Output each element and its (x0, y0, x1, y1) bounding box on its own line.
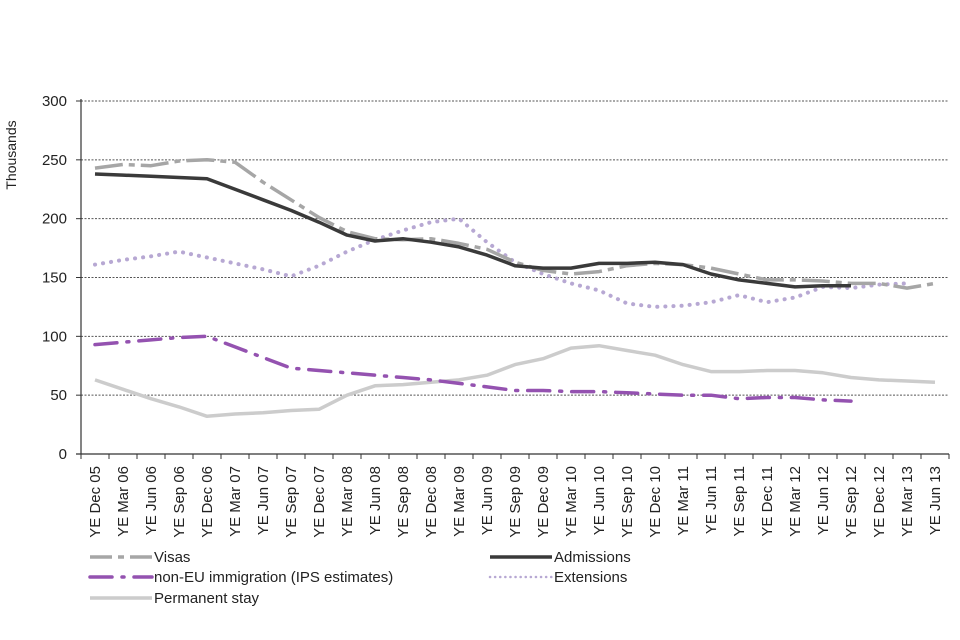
x-tick-label: YE Sep 12 (843, 466, 860, 538)
legend-label: Admissions (554, 549, 631, 566)
x-tick-label: YE Dec 12 (871, 466, 888, 538)
legend-label: Visas (154, 549, 190, 566)
series-line-non-eu-immigration-ips-estimates (93, 334, 853, 403)
x-tick-label: YE Jun 07 (255, 466, 272, 535)
legend-item: Extensions (488, 569, 627, 586)
x-tick-label: YE Mar 07 (227, 466, 244, 537)
y-tick-label: 50 (50, 387, 67, 404)
series-lines (93, 158, 936, 419)
y-tick-label: 100 (42, 328, 67, 345)
x-tick-label: YE Jun 10 (591, 466, 608, 535)
x-tick-label: YE Sep 06 (171, 466, 188, 538)
legend: Visas Admissions non-EU immigration (IPS e… (88, 549, 631, 607)
y-axis: 0 50 100 150 200 250 300 (42, 93, 82, 463)
x-tick-label: YE Jun 08 (367, 466, 384, 535)
y-tick-label: 0 (59, 446, 67, 463)
x-tick-label: YE Mar 12 (787, 466, 804, 537)
x-tick-label: YE Jun 12 (815, 466, 832, 535)
y-tick-label: 250 (42, 152, 67, 169)
y-tick-label: 200 (42, 211, 67, 228)
x-tick-label: YE Sep 08 (395, 466, 412, 538)
legend-item: Permanent stay (90, 590, 260, 607)
series-line-visas (94, 158, 936, 290)
legend-label: non-EU immigration (IPS estimates) (154, 569, 393, 586)
x-tick-label: YE Dec 11 (759, 466, 776, 537)
y-axis-title: Thousands (3, 120, 19, 189)
x-tick-label: YE Mar 08 (339, 466, 356, 537)
x-tick-label: YE Dec 05 (87, 466, 104, 538)
y-tick-label: 150 (42, 270, 67, 287)
series-line-permanent-stay (94, 343, 936, 419)
x-tick-label: YE Jun 11 (703, 466, 720, 534)
legend-item: non-EU immigration (IPS estimates) (88, 569, 393, 586)
gridlines (81, 100, 949, 396)
x-tick-label: YE Mar 13 (899, 466, 916, 537)
legend-label: Permanent stay (154, 590, 260, 607)
x-tick-label: YE Dec 08 (423, 466, 440, 538)
x-tick-label: YE Dec 07 (311, 466, 328, 538)
x-axis: YE Dec 05 YE Mar 06 YE Jun 06 YE Sep 06 YE D… (76, 453, 950, 538)
legend-label: Extensions (554, 569, 627, 586)
x-tick-label: YE Jun 06 (143, 466, 160, 535)
x-tick-label: YE Dec 06 (199, 466, 216, 538)
x-tick-label: YE Jun 09 (479, 466, 496, 535)
x-tick-label: YE Sep 11 (731, 466, 748, 537)
x-tick-label: YE Sep 10 (619, 466, 636, 538)
x-tick-label: YE Mar 11 (675, 466, 692, 536)
x-tick-label: YE Mar 10 (563, 466, 580, 537)
series-line-admissions (94, 172, 851, 289)
x-tick-label: YE Sep 07 (283, 466, 300, 538)
legend-item: Admissions (490, 549, 631, 566)
x-tick-label: YE Dec 09 (535, 466, 552, 538)
x-tick-label: YE Sep 09 (507, 466, 524, 538)
series-line-extensions (93, 216, 909, 309)
x-tick-label: YE Mar 06 (115, 466, 132, 537)
x-tick-label: YE Dec 10 (647, 466, 664, 538)
legend-item: Visas (90, 549, 190, 566)
y-tick-label: 300 (42, 93, 67, 110)
x-tick-label: YE Jun 13 (927, 466, 944, 535)
x-tick-label: YE Mar 09 (451, 466, 468, 537)
